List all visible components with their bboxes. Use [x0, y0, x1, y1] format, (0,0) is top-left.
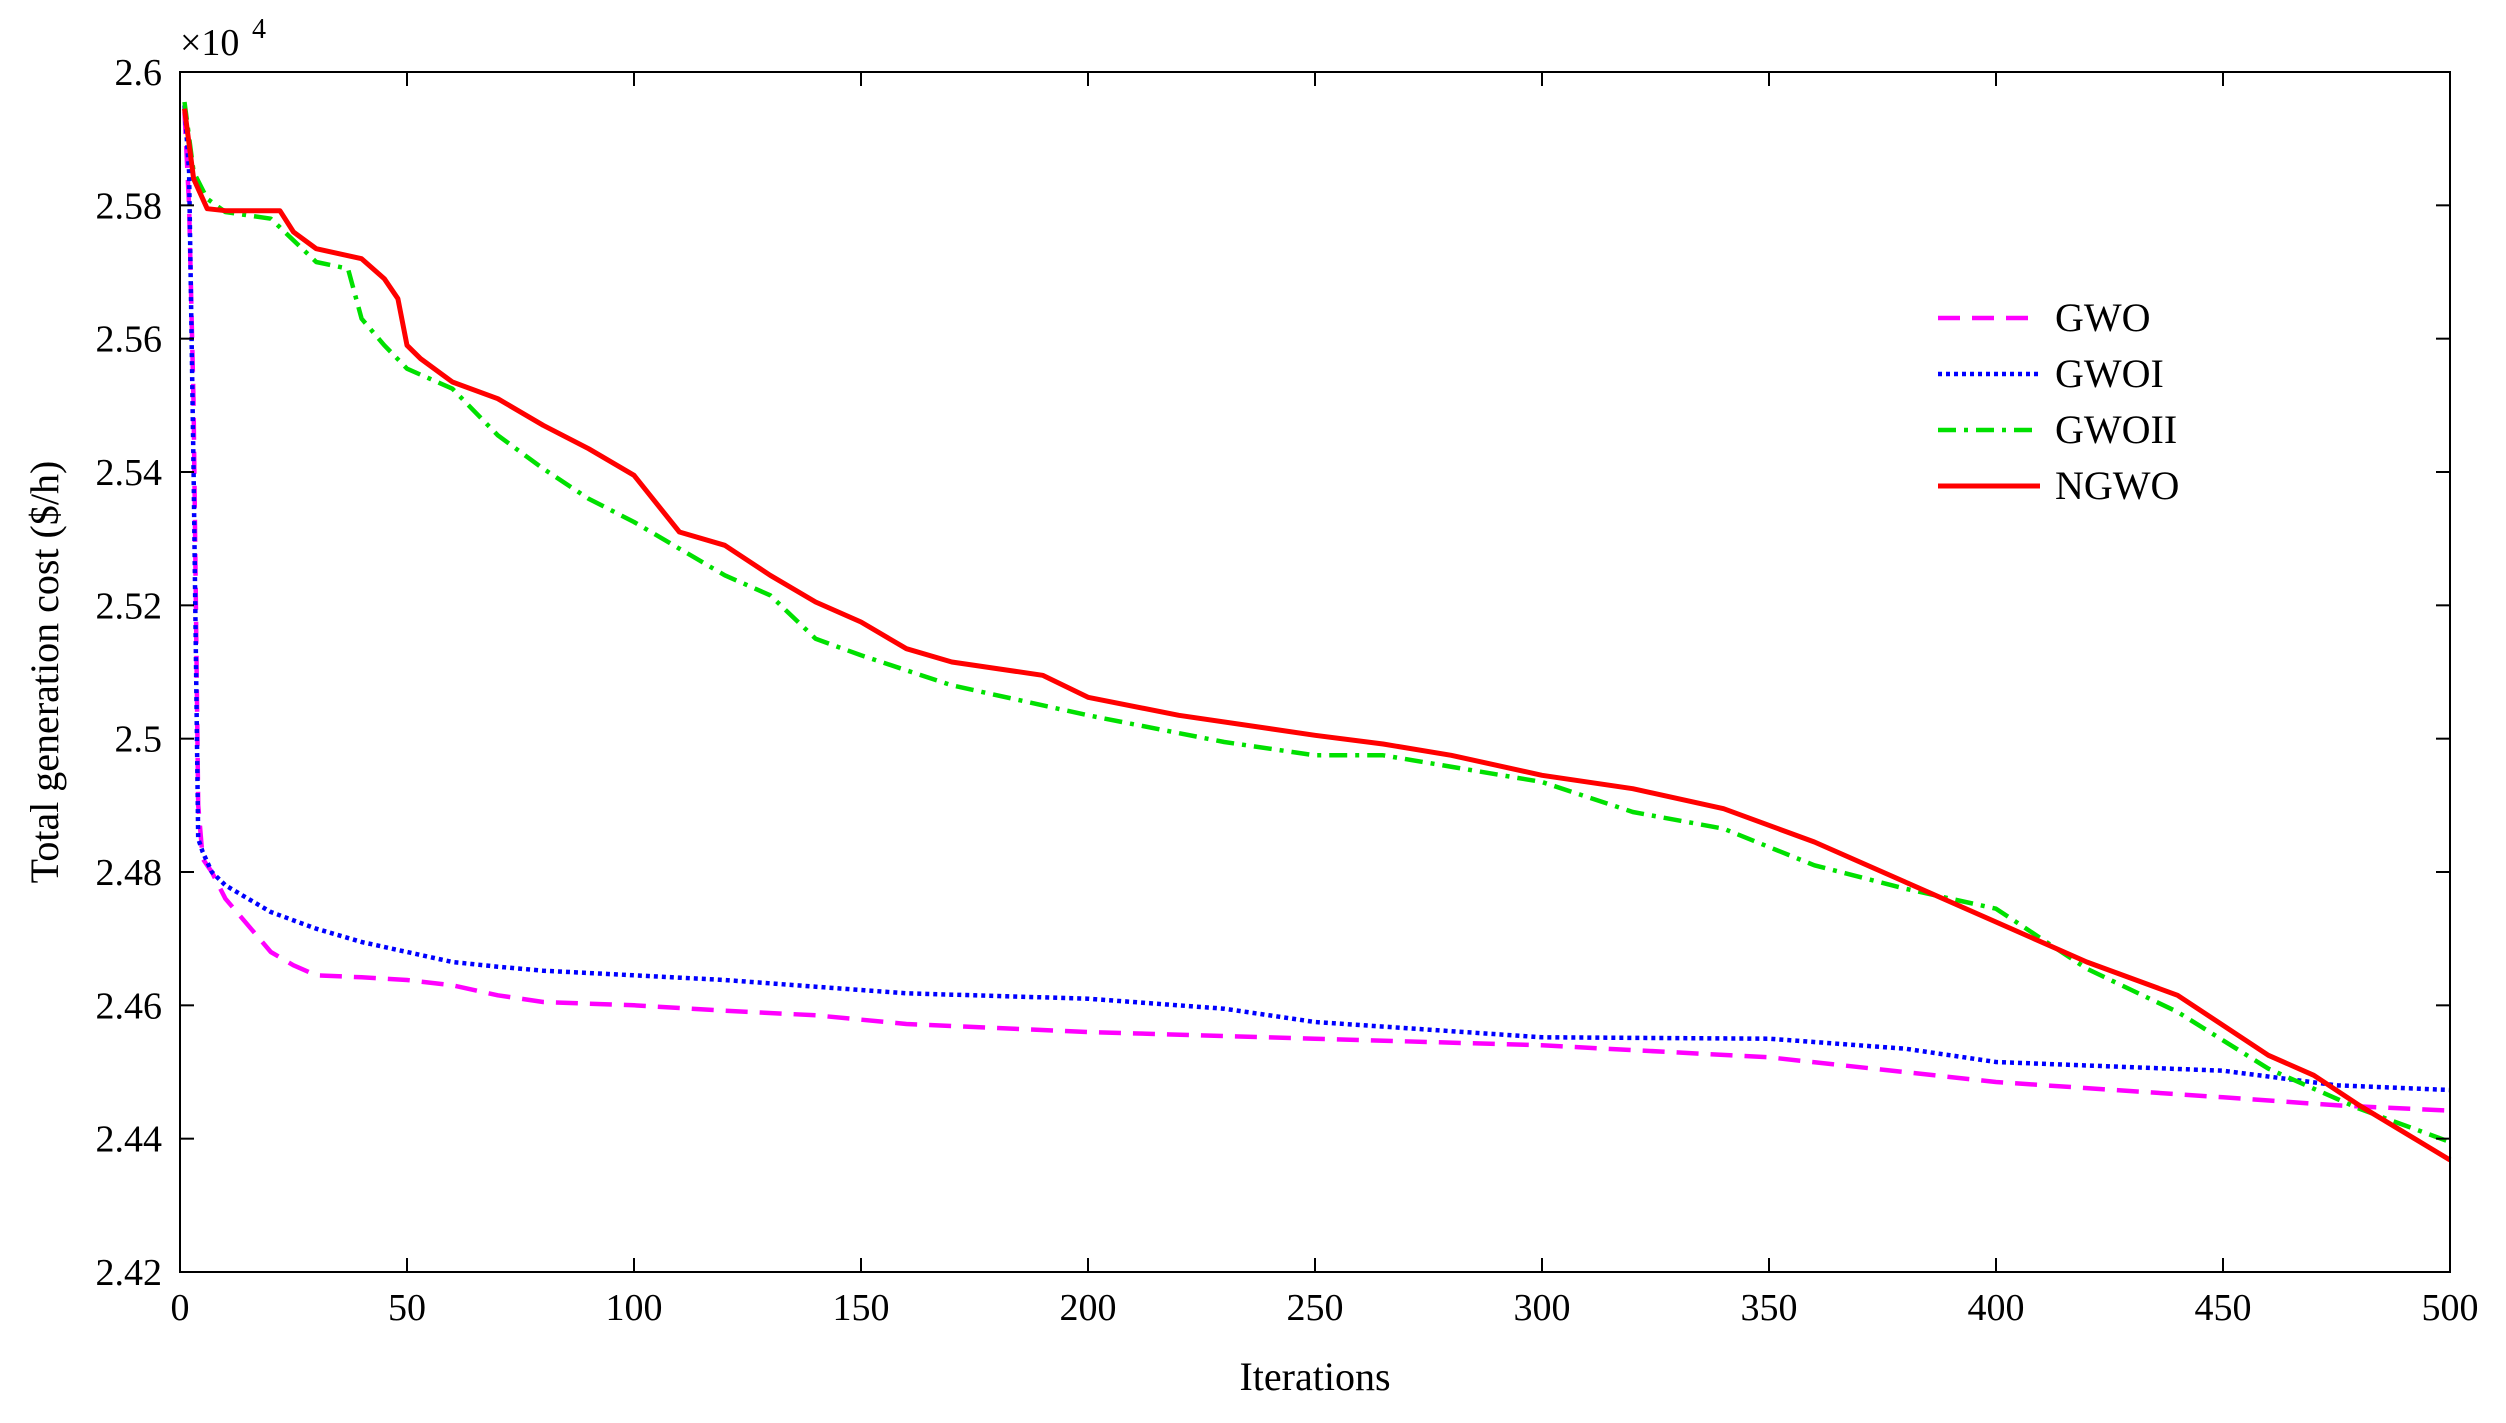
y-tick-label: 2.5 [115, 719, 163, 761]
x-tick-label: 350 [1741, 1287, 1798, 1329]
series-line-ngwo [182, 108, 2452, 1163]
x-tick-label: 50 [388, 1287, 426, 1329]
y-multiplier-label: ×10 [180, 22, 239, 64]
legend-label-gwoi: GWOI [2055, 351, 2164, 396]
y-tick-labels: 2.42 2.44 2.46 2.48 2.5 2.52 2.54 2.56 2.58 2.6 [96, 52, 163, 1294]
x-tick-label: 450 [2195, 1287, 2252, 1329]
x-tick-label: 500 [2422, 1287, 2479, 1329]
y-tick-label: 2.46 [96, 985, 163, 1027]
x-tick-label: 400 [1968, 1287, 2025, 1329]
x-tick-label: 0 [171, 1287, 190, 1329]
y-tick-label: 2.48 [96, 852, 163, 894]
x-tick-label: 250 [1287, 1287, 1344, 1329]
legend-label-ngwo: NGWO [2055, 463, 2179, 508]
series-line-gwoi [182, 105, 2451, 1093]
series-layer [182, 101, 2452, 1163]
legend-label-gwoii: GWOII [2055, 407, 2177, 452]
y-tick-label: 2.56 [96, 319, 163, 361]
legend-label-gwo: GWO [2055, 295, 2151, 340]
y-tick-label: 2.6 [115, 52, 163, 94]
y-tick-label: 2.44 [96, 1119, 163, 1161]
x-tick-label: 300 [1514, 1287, 1571, 1329]
x-axis-label: Iterations [1239, 1354, 1390, 1399]
y-multiplier-exponent: 4 [252, 14, 266, 45]
y-axis-label: Total generation cost ($/h) [22, 461, 67, 884]
y-tick-label: 2.52 [96, 585, 163, 627]
ticks-layer [179, 71, 2451, 1273]
y-tick-label: 2.54 [96, 452, 163, 494]
x-tick-labels: 0 50 100 150 200 250 300 350 400 450 500 [171, 1287, 2479, 1329]
x-tick-label: 100 [606, 1287, 663, 1329]
legend: GWO GWOI GWOII NGWO [1938, 295, 2179, 508]
x-tick-label: 200 [1060, 1287, 1117, 1329]
plot-area [180, 72, 2450, 1272]
y-tick-label: 2.58 [96, 185, 163, 227]
y-tick-label: 2.42 [96, 1252, 163, 1294]
x-tick-label: 150 [833, 1287, 890, 1329]
